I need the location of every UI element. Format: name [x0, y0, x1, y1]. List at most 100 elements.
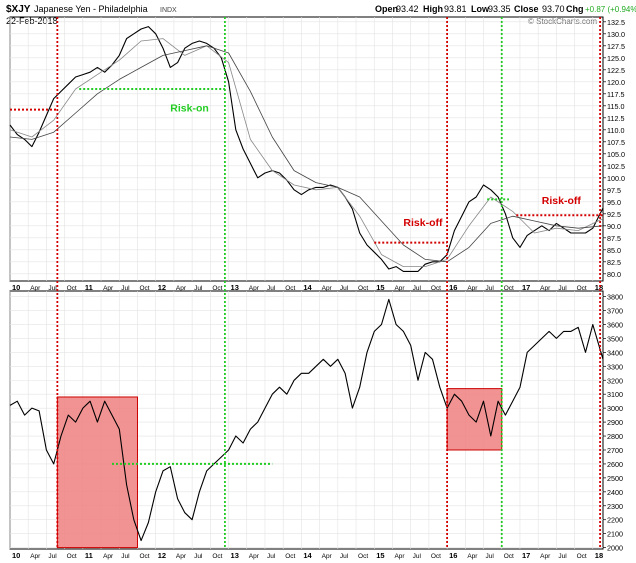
y-tick-label: 3800	[607, 293, 623, 302]
x-tick-label: Apr	[540, 285, 551, 292]
chart-header: $XJY Japanese Yen - Philadelphia INDX 22…	[6, 4, 636, 26]
bottom-y-axis: 3800 3700 3600 3500 3400 3300 3200 3100 3000 2900…	[603, 293, 623, 553]
x-tick-label: 10	[12, 283, 20, 292]
y-tick-label: 120.0	[607, 78, 625, 87]
x-tick-label: Jul	[121, 285, 130, 292]
y-tick-label: 112.5	[607, 114, 624, 123]
x-tick-label: 16	[449, 551, 457, 560]
y-tick-label: 115.0	[607, 102, 624, 111]
x-tick-label: 15	[376, 551, 384, 560]
high-label: High	[423, 4, 443, 14]
x-tick-label: Apr	[467, 553, 478, 560]
y-tick-label: 2000	[607, 544, 623, 553]
x-tick-label: Apr	[176, 553, 187, 560]
annotation-label: Risk-off	[403, 217, 443, 229]
x-tick-label: 17	[522, 283, 530, 292]
x-tick-label: 11	[85, 551, 93, 560]
x-tick-label: Oct	[431, 285, 441, 292]
y-tick-label: 92.5	[607, 210, 621, 219]
x-tick-label: Jul	[340, 285, 349, 292]
close-value: 93.70	[542, 4, 565, 14]
chart-date: 22-Feb-2018	[6, 16, 58, 26]
x-tick-label: Oct	[577, 285, 587, 292]
bottom-series	[9, 298, 604, 542]
y-tick-label: 3400	[607, 348, 623, 357]
symbol: $XJY	[6, 4, 31, 15]
y-tick-label: 2400	[607, 488, 623, 497]
y-tick-label: 125.0	[607, 54, 625, 63]
top-x-axis: 10 Apr Jul Oct 11 Apr Jul Oct 12 Apr Jul Oct 13 Apr Ju…	[12, 283, 603, 292]
x-tick-label: Apr	[322, 553, 333, 560]
x-tick-label: Apr	[394, 553, 405, 560]
y-tick-label: 132.5	[607, 18, 625, 27]
y-tick-label: 122.5	[607, 66, 625, 75]
x-tick-label: Jul	[413, 553, 422, 560]
x-tick-label: Apr	[176, 285, 187, 292]
y-tick-label: 127.5	[607, 42, 625, 51]
y-tick-label: 3600	[607, 320, 623, 329]
x-tick-label: 16	[449, 283, 457, 292]
low-value: 93.35	[488, 4, 511, 14]
x-tick-label: Jul	[267, 285, 276, 292]
y-tick-label: 97.5	[607, 186, 621, 195]
top-levels	[10, 88, 603, 244]
x-tick-label: 14	[303, 551, 312, 560]
y-tick-label: 3700	[607, 307, 623, 316]
top-annotations: Risk-on Risk-off Risk-off	[170, 103, 581, 229]
bottom-series-price	[9, 298, 604, 542]
y-tick-label: 117.5	[607, 90, 624, 99]
y-tick-label: 110.0	[607, 126, 624, 135]
x-tick-label: Oct	[358, 553, 368, 560]
x-tick-label: Oct	[212, 553, 222, 560]
x-tick-label: Jul	[194, 285, 203, 292]
x-tick-label: Oct	[139, 553, 149, 560]
x-tick-label: Oct	[358, 285, 368, 292]
y-tick-label: 87.5	[607, 234, 621, 243]
x-tick-label: Jul	[413, 285, 422, 292]
y-tick-label: 90.0	[607, 222, 621, 231]
x-tick-label: 15	[376, 283, 384, 292]
y-tick-label: 105.0	[607, 150, 625, 159]
close-label: Close	[514, 4, 539, 14]
open-value: 93.42	[396, 4, 419, 14]
symbol-name: Japanese Yen - Philadelphia	[34, 4, 148, 14]
y-tick-label: 3000	[607, 404, 623, 413]
y-tick-label: 95.0	[607, 198, 621, 207]
top-y-axis: 132.5 130.0 127.5 125.0 122.5 120.0 117.5 115.0…	[603, 18, 625, 279]
x-tick-label: 12	[158, 283, 166, 292]
x-tick-label: Jul	[558, 285, 567, 292]
y-tick-label: 107.5	[607, 138, 625, 147]
low-label: Low	[471, 4, 490, 14]
x-tick-label: Apr	[103, 285, 114, 292]
top-panel-frame	[9, 16, 604, 282]
y-tick-label: 82.5	[607, 258, 621, 267]
y-tick-label: 102.5	[607, 162, 625, 171]
chg-value: +0.87 (+0.94%)	[585, 5, 636, 14]
x-tick-label: Apr	[249, 553, 260, 560]
x-tick-label: 13	[231, 551, 239, 560]
x-tick-label: Oct	[431, 553, 441, 560]
y-tick-label: 2100	[607, 530, 623, 539]
open-label: Open	[375, 4, 398, 14]
x-tick-label: 11	[85, 283, 93, 292]
top-series-price	[9, 26, 604, 272]
x-tick-label: Apr	[30, 285, 41, 292]
bottom-panel: 3800 3700 3600 3500 3400 3300 3200 3100 3000 2900…	[9, 290, 623, 560]
top-grid	[9, 17, 603, 281]
y-tick-label: 3300	[607, 362, 623, 371]
x-tick-label: Jul	[48, 553, 57, 560]
x-tick-label: 18	[595, 283, 603, 292]
x-tick-label: Apr	[249, 285, 260, 292]
x-tick-label: 17	[522, 551, 530, 560]
x-tick-label: 12	[158, 551, 166, 560]
y-tick-label: 80.0	[607, 270, 621, 279]
y-tick-label: 2500	[607, 474, 623, 483]
vertical-markers	[56, 17, 601, 549]
y-tick-label: 2800	[607, 432, 623, 441]
y-tick-label: 2200	[607, 516, 623, 525]
x-tick-label: Jul	[48, 285, 57, 292]
x-tick-label: Oct	[504, 553, 514, 560]
y-tick-label: 85.0	[607, 246, 621, 255]
